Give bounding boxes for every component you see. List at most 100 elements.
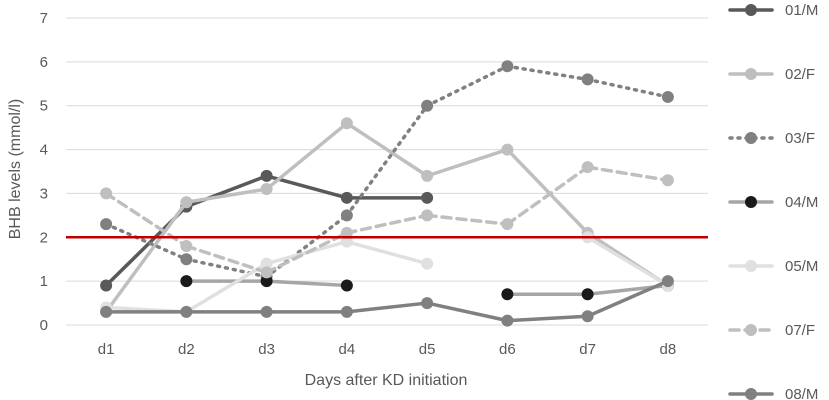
series-segment bbox=[505, 64, 590, 82]
legend-item-04-m: 04/M bbox=[728, 194, 818, 211]
x-tick-label: d6 bbox=[499, 341, 516, 358]
data-point bbox=[180, 196, 193, 209]
x-tick-label: d7 bbox=[579, 341, 596, 358]
legend-swatch-marker bbox=[745, 388, 757, 400]
data-point bbox=[180, 253, 193, 266]
legend-label: 08/M bbox=[785, 386, 818, 400]
x-tick-label: d4 bbox=[339, 341, 356, 358]
data-point bbox=[100, 279, 113, 292]
series-05-m bbox=[100, 231, 674, 318]
legend-label: 07/F bbox=[785, 322, 815, 339]
legend-label: 01/M bbox=[785, 2, 818, 19]
series-segment bbox=[505, 314, 590, 323]
legend-item-07-f: 07/F bbox=[728, 322, 815, 339]
data-point bbox=[501, 143, 514, 156]
data-point bbox=[581, 288, 594, 301]
data-point bbox=[340, 209, 353, 222]
series-segment bbox=[184, 257, 269, 279]
series-segment bbox=[184, 244, 269, 275]
legend-swatch-marker bbox=[745, 324, 757, 336]
series-segment bbox=[585, 235, 670, 288]
series-segment bbox=[425, 213, 510, 226]
y-tick-label: 2 bbox=[40, 229, 48, 246]
data-point bbox=[661, 275, 674, 288]
legend-item-02-f: 02/F bbox=[728, 66, 815, 83]
legend-swatch-marker bbox=[745, 4, 757, 16]
series-02-f bbox=[100, 117, 674, 318]
data-point bbox=[661, 174, 674, 187]
data-point bbox=[421, 169, 434, 182]
legend-swatch-marker bbox=[745, 196, 757, 208]
data-point bbox=[180, 275, 193, 288]
data-point bbox=[340, 117, 353, 130]
legend-item-05-m: 05/M bbox=[728, 258, 818, 275]
data-point bbox=[100, 218, 113, 231]
data-point bbox=[260, 305, 273, 318]
y-tick-label: 6 bbox=[40, 54, 48, 71]
legend-swatch-marker bbox=[745, 68, 757, 80]
x-axis-title: Days after KD initiation bbox=[305, 372, 468, 389]
x-tick-label: d5 bbox=[419, 341, 436, 358]
series-segment bbox=[425, 301, 510, 323]
data-point bbox=[180, 240, 193, 253]
series-04-m bbox=[180, 275, 674, 301]
legend-label: 02/F bbox=[785, 66, 815, 83]
data-point bbox=[501, 314, 514, 327]
data-point bbox=[581, 73, 594, 86]
x-tick-label: d3 bbox=[258, 341, 275, 358]
y-tick-label: 7 bbox=[40, 10, 48, 27]
legend-swatch-marker bbox=[745, 260, 757, 272]
data-point bbox=[340, 279, 353, 292]
data-point bbox=[260, 266, 273, 279]
legend-item-01-m: 01/M bbox=[728, 2, 818, 19]
data-point bbox=[340, 191, 353, 204]
series-segment bbox=[104, 222, 189, 261]
y-axis-title: BHB levels (mmol/l) bbox=[7, 99, 24, 239]
series-segment bbox=[585, 77, 670, 99]
series-segment bbox=[184, 261, 269, 314]
data-point bbox=[421, 191, 434, 204]
series-segment bbox=[104, 200, 189, 314]
legend-item-03-f: 03/F bbox=[728, 130, 815, 147]
data-point bbox=[581, 161, 594, 174]
series-segment bbox=[505, 165, 590, 226]
series-segment bbox=[264, 279, 349, 288]
data-point bbox=[260, 183, 273, 196]
series-segment bbox=[425, 64, 510, 108]
series-segment bbox=[264, 121, 349, 191]
y-tick-label: 1 bbox=[40, 273, 48, 290]
data-point bbox=[501, 60, 514, 73]
series-segment bbox=[345, 121, 429, 178]
x-axis-ticks: d1 d2 d3 d4 d5 d6 d7 d8 bbox=[98, 341, 676, 358]
y-tick-label: 0 bbox=[40, 317, 48, 334]
x-tick-label: d2 bbox=[178, 341, 195, 358]
series-08-m bbox=[100, 275, 674, 327]
data-point bbox=[581, 310, 594, 323]
data-point bbox=[421, 297, 434, 310]
series-segment bbox=[345, 239, 429, 266]
x-tick-label: d8 bbox=[660, 341, 677, 358]
data-point bbox=[100, 187, 113, 200]
y-tick-label: 3 bbox=[40, 185, 48, 202]
data-point bbox=[180, 305, 193, 318]
series-segment bbox=[184, 187, 269, 204]
data-point bbox=[340, 305, 353, 318]
series-segment bbox=[264, 231, 349, 275]
y-axis-ticks: 0 1 2 3 4 5 6 7 bbox=[40, 10, 48, 334]
legend-label: 04/M bbox=[785, 194, 818, 211]
y-tick-label: 5 bbox=[40, 98, 48, 115]
legend: 01/M 02/F 03/F 04/M 05/M 07/F 08/M bbox=[728, 2, 818, 400]
series-segment bbox=[345, 213, 429, 235]
data-point bbox=[421, 209, 434, 222]
series-segment bbox=[505, 147, 590, 235]
data-point bbox=[260, 169, 273, 182]
y-tick-label: 4 bbox=[40, 142, 48, 159]
series-segment bbox=[585, 165, 670, 183]
data-point bbox=[661, 90, 674, 103]
series-segment bbox=[585, 279, 670, 318]
x-tick-label: d1 bbox=[98, 341, 115, 358]
legend-swatch-marker bbox=[745, 132, 757, 144]
series-group bbox=[100, 60, 674, 327]
data-point bbox=[501, 218, 514, 231]
